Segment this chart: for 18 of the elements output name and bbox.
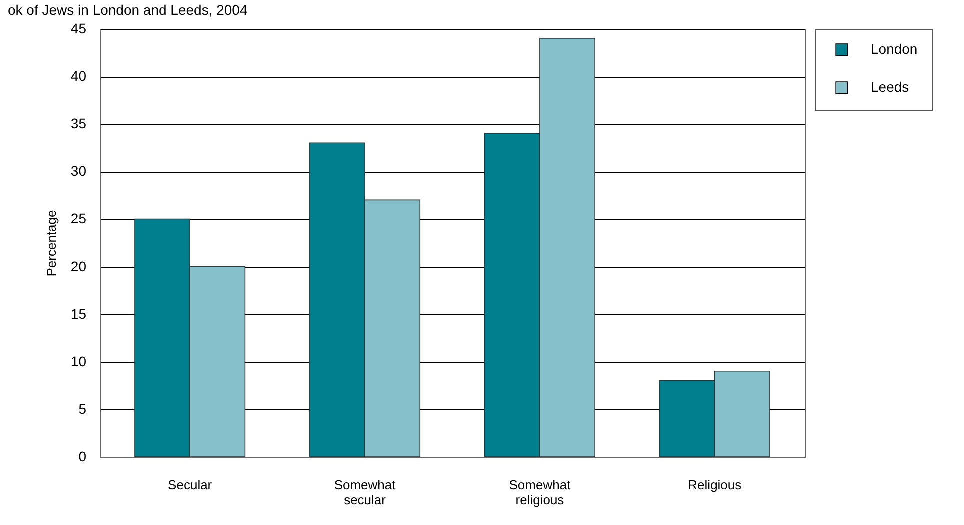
y-tick-label: 0 bbox=[78, 448, 87, 464]
x-tick-label: Religious bbox=[688, 478, 742, 492]
x-tick-label: Somewhat religious bbox=[509, 478, 572, 508]
legend-label: London bbox=[871, 41, 918, 57]
y-tick-label: 30 bbox=[70, 163, 87, 180]
x-tick-label: Secular bbox=[168, 478, 213, 492]
y-tick-label: 20 bbox=[70, 258, 87, 274]
legend-label: Leeds bbox=[871, 79, 910, 95]
y-tick-label: 25 bbox=[70, 210, 87, 227]
x-tick-label: Somewhat secular bbox=[334, 478, 396, 508]
y-tick-label: 40 bbox=[70, 68, 87, 84]
y-tick-label: 5 bbox=[78, 400, 87, 417]
y-tick-label: 10 bbox=[70, 353, 87, 370]
y-tick-label: 15 bbox=[70, 306, 87, 322]
y-axis-title: Percentage bbox=[44, 210, 59, 277]
chart-title: ok of Jews in London and Leeds, 2004 bbox=[8, 2, 248, 18]
y-tick-label: 35 bbox=[70, 116, 87, 132]
y-tick-label: 45 bbox=[70, 20, 87, 36]
